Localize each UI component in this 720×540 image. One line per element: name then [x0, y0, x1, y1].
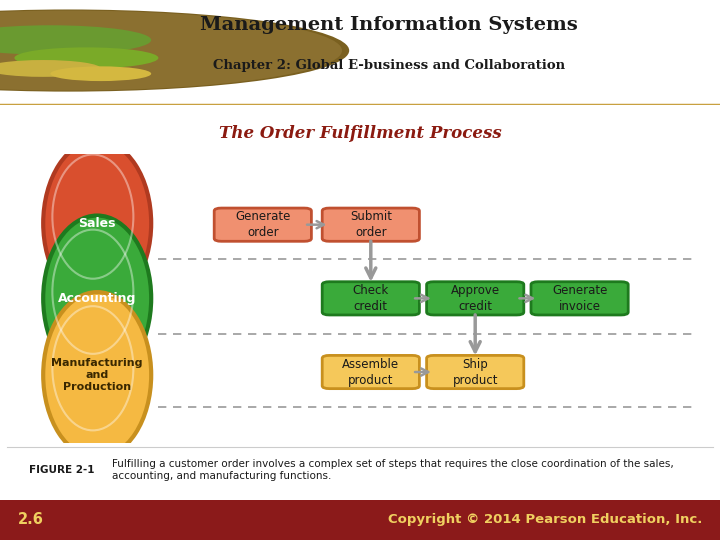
Circle shape [0, 25, 151, 55]
Ellipse shape [43, 140, 151, 306]
FancyBboxPatch shape [531, 282, 628, 315]
FancyBboxPatch shape [323, 355, 419, 389]
FancyBboxPatch shape [426, 355, 524, 389]
Circle shape [0, 10, 342, 91]
Text: Manufacturing
and
Production: Manufacturing and Production [51, 357, 143, 392]
Text: Copyright © 2014 Pearson Education, Inc.: Copyright © 2014 Pearson Education, Inc. [387, 513, 702, 526]
FancyBboxPatch shape [0, 500, 720, 540]
Circle shape [50, 66, 151, 81]
Text: FIGURE 2-1: FIGURE 2-1 [29, 465, 94, 475]
Text: Generate
invoice: Generate invoice [552, 284, 607, 313]
Text: Sales: Sales [78, 217, 116, 230]
FancyBboxPatch shape [323, 208, 419, 241]
Text: Ship
product: Ship product [452, 357, 498, 387]
Text: Generate
order: Generate order [235, 210, 290, 239]
Text: Management Information Systems: Management Information Systems [200, 16, 577, 34]
Text: 2.6: 2.6 [18, 512, 44, 527]
Text: Assemble
product: Assemble product [342, 357, 400, 387]
Text: Chapter 2: Global E-business and Collaboration: Chapter 2: Global E-business and Collabo… [212, 59, 565, 72]
FancyBboxPatch shape [426, 282, 524, 315]
Ellipse shape [43, 215, 151, 381]
Ellipse shape [43, 292, 151, 458]
Circle shape [14, 48, 158, 69]
Text: Submit
order: Submit order [350, 210, 392, 239]
Circle shape [0, 10, 349, 92]
Text: Fulfilling a customer order involves a complex set of steps that requires the cl: Fulfilling a customer order involves a c… [112, 459, 673, 481]
Text: Check
credit: Check credit [353, 284, 389, 313]
Circle shape [0, 60, 101, 77]
Text: Accounting: Accounting [58, 292, 136, 305]
Text: Approve
credit: Approve credit [451, 284, 500, 313]
FancyBboxPatch shape [323, 282, 419, 315]
Text: The Order Fulfillment Process: The Order Fulfillment Process [219, 125, 501, 141]
FancyBboxPatch shape [215, 208, 311, 241]
